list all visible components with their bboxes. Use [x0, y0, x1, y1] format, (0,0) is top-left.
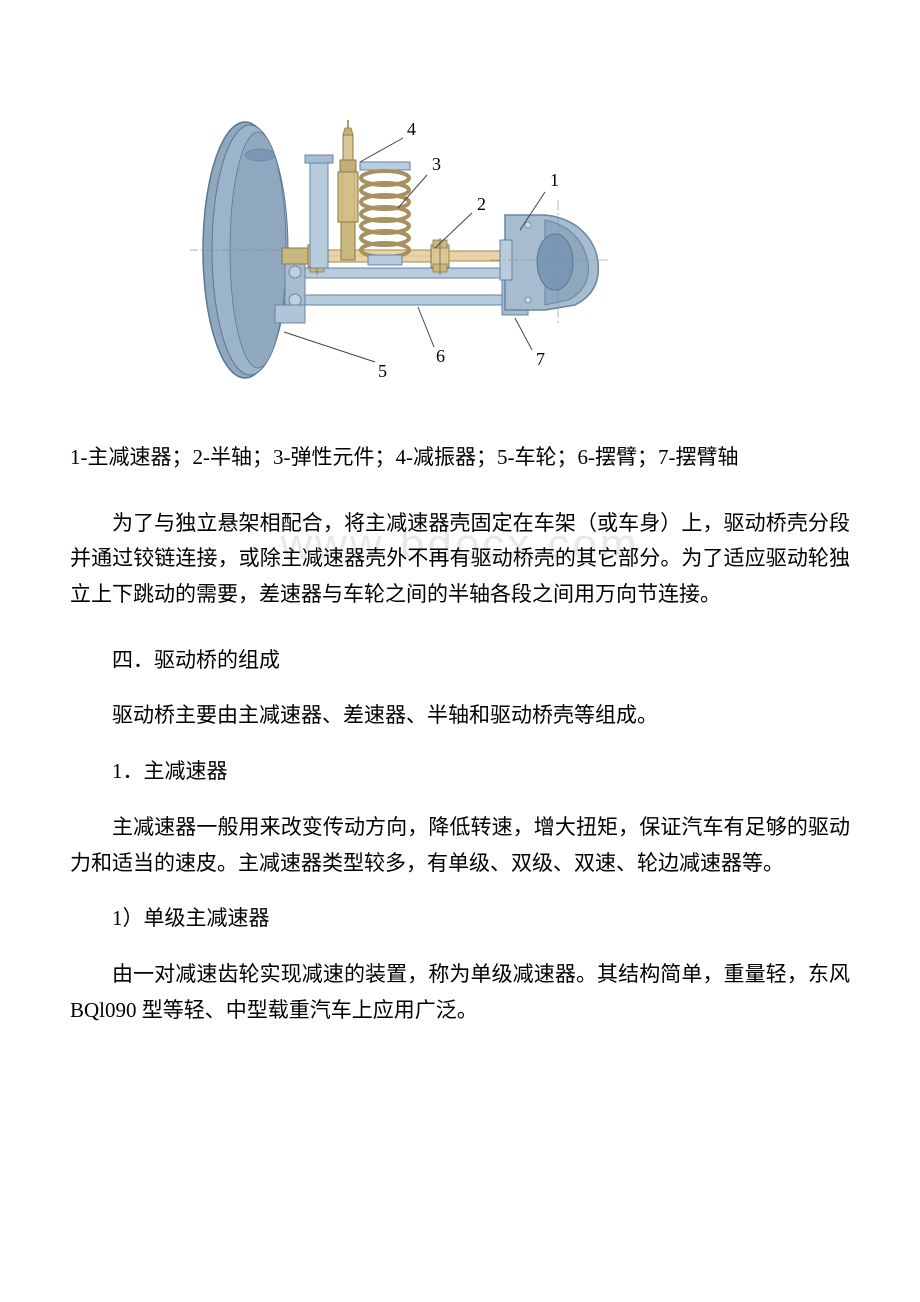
- paragraph-2: 驱动桥主要由主减速器、差速器、半轴和驱动桥壳等组成。: [70, 698, 850, 734]
- sub-heading-2: 1）单级主减速器: [70, 901, 850, 937]
- svg-text:7: 7: [536, 349, 545, 369]
- svg-text:2: 2: [477, 194, 486, 214]
- sub-heading-1: 1．主减速器: [70, 754, 850, 790]
- svg-text:1: 1: [550, 170, 559, 190]
- paragraph-3: 主减速器一般用来改变传动方向，降低转速，增大扭矩，保证汽车有足够的驱动力和适当的…: [70, 810, 850, 881]
- figure-caption: 1-主减速器；2-半轴；3-弹性元件；4-减振器；5-车轮；6-摆臂；7-摆臂轴: [70, 440, 850, 476]
- svg-text:3: 3: [432, 154, 441, 174]
- main-reducer: [490, 200, 610, 325]
- paragraph-4: 由一对减速齿轮实现减速的装置，称为单级减速器。其结构简单，重量轻，东风 BQl0…: [70, 957, 850, 1028]
- svg-text:6: 6: [436, 346, 445, 366]
- suspension-diagram: 1 2 3 4 5 6 7: [150, 100, 620, 400]
- svg-text:5: 5: [378, 361, 387, 381]
- paragraph-1: 为了与独立悬架相配合，将主减速器壳固定在车架（或车身）上，驱动桥壳分段并通过铰链…: [70, 506, 850, 613]
- section-heading: 四．驱动桥的组成: [70, 643, 850, 679]
- svg-text:4: 4: [407, 119, 416, 139]
- shock-absorber: [338, 120, 358, 260]
